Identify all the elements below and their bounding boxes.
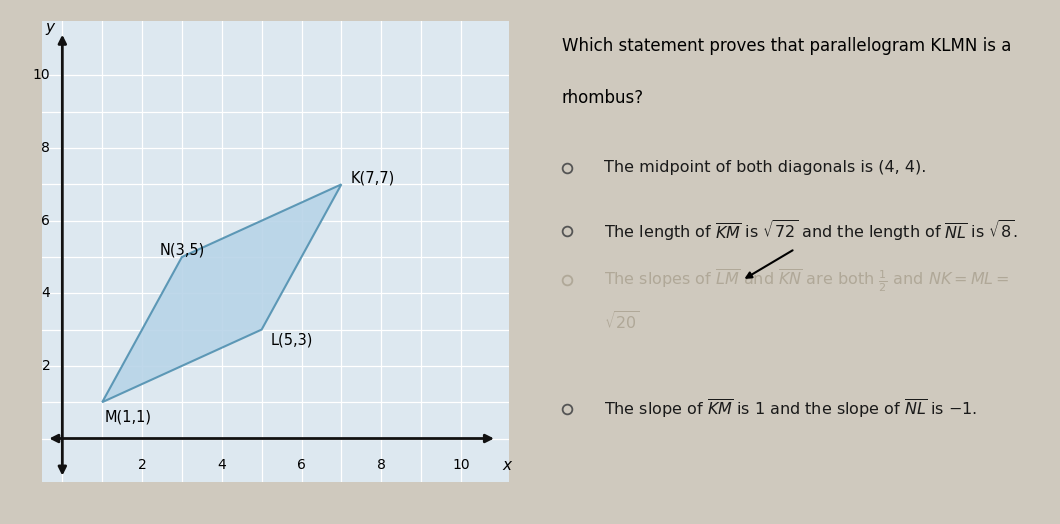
Text: 6: 6 bbox=[297, 458, 306, 473]
Text: M(1,1): M(1,1) bbox=[104, 410, 152, 425]
Text: 8: 8 bbox=[376, 458, 386, 473]
Polygon shape bbox=[102, 184, 341, 402]
Text: $\sqrt{20}$: $\sqrt{20}$ bbox=[604, 311, 640, 333]
Text: y: y bbox=[46, 20, 55, 36]
Text: The slopes of $\overline{LM}$ and $\overline{KN}$ are both $\frac{1}{2}$ and $NK: The slopes of $\overline{LM}$ and $\over… bbox=[604, 267, 1010, 293]
Text: The slope of $\overline{KM}$ is 1 and the slope of $\overline{NL}$ is $-$1.: The slope of $\overline{KM}$ is 1 and th… bbox=[604, 397, 977, 420]
Text: x: x bbox=[502, 458, 512, 474]
Text: N(3,5): N(3,5) bbox=[160, 243, 206, 258]
Text: 4: 4 bbox=[217, 458, 226, 473]
Text: 2: 2 bbox=[41, 359, 51, 373]
Text: 2: 2 bbox=[138, 458, 146, 473]
Text: 10: 10 bbox=[33, 69, 51, 82]
Text: K(7,7): K(7,7) bbox=[350, 170, 394, 185]
Text: L(5,3): L(5,3) bbox=[270, 332, 313, 347]
Text: 6: 6 bbox=[41, 214, 51, 227]
Text: 8: 8 bbox=[41, 141, 51, 155]
Text: The midpoint of both diagonals is (4, 4).: The midpoint of both diagonals is (4, 4)… bbox=[604, 160, 926, 175]
Text: The length of $\overline{KM}$ is $\sqrt{72}$ and the length of $\overline{NL}$ i: The length of $\overline{KM}$ is $\sqrt{… bbox=[604, 218, 1018, 243]
Text: Which statement proves that parallelogram KLMN is a: Which statement proves that parallelogra… bbox=[562, 37, 1011, 54]
Text: rhombus?: rhombus? bbox=[562, 89, 643, 107]
Text: 4: 4 bbox=[41, 286, 51, 300]
Text: 10: 10 bbox=[453, 458, 470, 473]
